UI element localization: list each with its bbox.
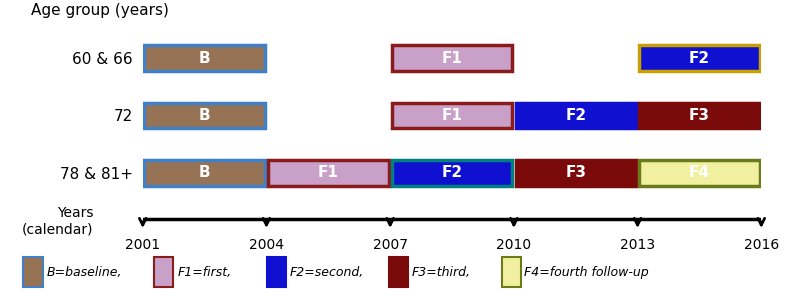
FancyBboxPatch shape bbox=[501, 257, 520, 287]
Text: F3=third,: F3=third, bbox=[412, 266, 471, 279]
Text: F1: F1 bbox=[442, 51, 462, 66]
Text: F1: F1 bbox=[318, 165, 339, 180]
FancyBboxPatch shape bbox=[144, 45, 265, 71]
Text: B=baseline,: B=baseline, bbox=[46, 266, 122, 279]
Text: F3: F3 bbox=[689, 108, 710, 123]
Text: F2=second,: F2=second, bbox=[290, 266, 364, 279]
FancyBboxPatch shape bbox=[515, 160, 636, 186]
Text: 2010: 2010 bbox=[496, 238, 531, 252]
FancyBboxPatch shape bbox=[389, 257, 408, 287]
Text: B: B bbox=[199, 51, 210, 66]
FancyBboxPatch shape bbox=[392, 102, 512, 128]
FancyBboxPatch shape bbox=[639, 102, 760, 128]
FancyBboxPatch shape bbox=[155, 257, 174, 287]
Text: B: B bbox=[199, 165, 210, 180]
FancyBboxPatch shape bbox=[267, 257, 286, 287]
FancyBboxPatch shape bbox=[144, 160, 265, 186]
Text: F1=first,: F1=first, bbox=[178, 266, 232, 279]
Text: F4: F4 bbox=[689, 165, 710, 180]
Text: F1: F1 bbox=[442, 108, 462, 123]
FancyBboxPatch shape bbox=[144, 102, 265, 128]
FancyBboxPatch shape bbox=[639, 45, 760, 71]
Text: B: B bbox=[199, 108, 210, 123]
FancyBboxPatch shape bbox=[392, 160, 512, 186]
Text: 2004: 2004 bbox=[249, 238, 284, 252]
FancyBboxPatch shape bbox=[24, 257, 43, 287]
FancyBboxPatch shape bbox=[392, 45, 512, 71]
FancyBboxPatch shape bbox=[639, 160, 760, 186]
Text: F2: F2 bbox=[565, 108, 586, 123]
FancyBboxPatch shape bbox=[268, 160, 389, 186]
FancyBboxPatch shape bbox=[515, 102, 636, 128]
Text: F4=fourth follow-up: F4=fourth follow-up bbox=[524, 266, 649, 279]
Text: 2001: 2001 bbox=[125, 238, 160, 252]
Text: F3: F3 bbox=[565, 165, 586, 180]
Text: Age group (years): Age group (years) bbox=[32, 3, 169, 18]
Text: F2: F2 bbox=[442, 165, 462, 180]
Text: Years
(calendar): Years (calendar) bbox=[21, 206, 94, 237]
Text: 2016: 2016 bbox=[744, 238, 779, 252]
Text: 2007: 2007 bbox=[373, 238, 408, 252]
Text: 2013: 2013 bbox=[620, 238, 655, 252]
Text: F2: F2 bbox=[689, 51, 710, 66]
